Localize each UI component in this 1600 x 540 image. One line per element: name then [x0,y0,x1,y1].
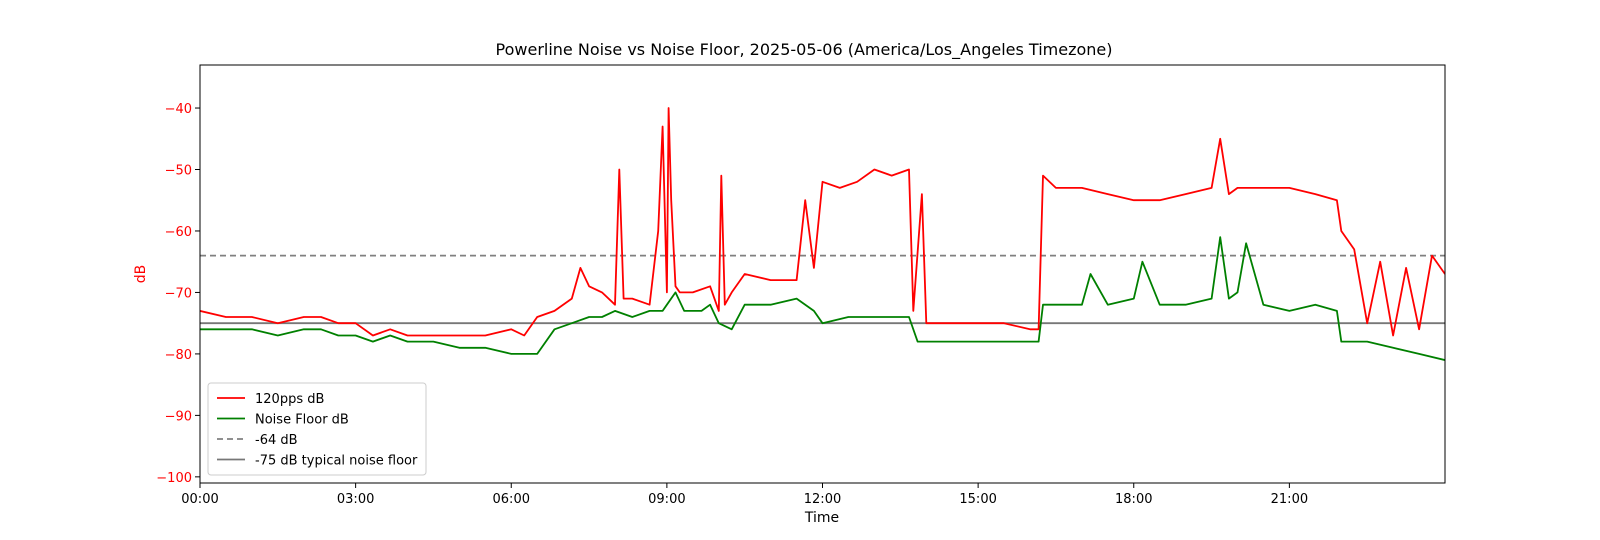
legend-label: Noise Floor dB [255,413,349,428]
x-tick-label: 06:00 [493,492,530,507]
x-tick-label: 03:00 [337,492,374,507]
y-tick-label: −40 [165,102,192,117]
y-tick-label: −60 [165,225,192,240]
y-tick-label: −70 [165,286,192,301]
chart-title: Powerline Noise vs Noise Floor, 2025-05-… [496,40,1113,60]
y-tick-label: −100 [156,471,192,486]
y-axis: −40 −50 −60 −70 −80 −90 −100 [156,102,200,486]
series-line-1 [200,236,1445,361]
y-tick-label: −80 [165,348,192,363]
legend-box [207,382,427,476]
series-line-0 [200,107,1445,337]
y-tick-label: −90 [165,409,192,424]
x-tick-label: 12:00 [804,492,841,507]
legend-label: -64 dB [255,433,298,448]
x-axis-title: Time [804,510,839,526]
x-tick-label: 00:00 [181,492,218,507]
y-tick-label: −50 [165,164,192,179]
x-tick-label: 18:00 [1115,492,1152,507]
y-axis-title: dB [133,265,149,284]
series-group [200,107,1445,361]
legend: 120pps dB Noise Floor dB -64 dB -75 dB typi… [207,382,427,476]
legend-label: 120pps dB [255,392,324,407]
x-tick-label: 09:00 [648,492,685,507]
x-axis: 00:00 03:00 06:00 09:00 12:00 15:00 18:00 21:00 [181,483,1308,507]
x-tick-label: 15:00 [959,492,996,507]
legend-label: -75 dB typical noise floor [255,454,418,469]
x-tick-label: 21:00 [1271,492,1308,507]
